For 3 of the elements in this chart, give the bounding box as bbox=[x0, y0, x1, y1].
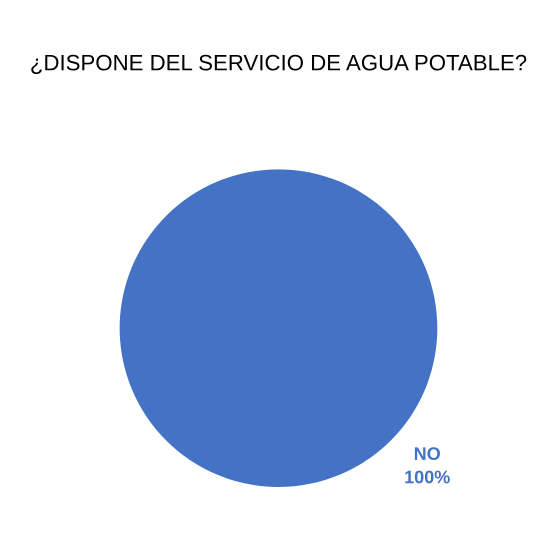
chart-title: ¿DISPONE DEL SERVICIO DE AGUA POTABLE? bbox=[31, 54, 526, 74]
slice-label: NO bbox=[414, 447, 440, 460]
data-label: 100% bbox=[405, 470, 450, 484]
